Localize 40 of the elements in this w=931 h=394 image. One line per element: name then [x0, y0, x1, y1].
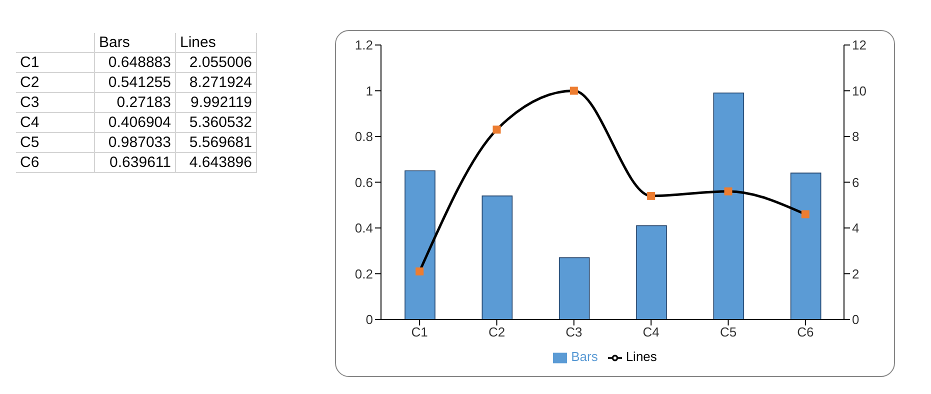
legend-label: Lines	[626, 349, 657, 364]
data-label: 8.271924	[176, 72, 256, 92]
y-tick-label: C4	[16, 112, 94, 132]
data-label: 5.569681	[176, 132, 256, 152]
y-tick-label: 0	[366, 312, 373, 328]
x-tick-label: C2	[488, 324, 506, 340]
data-label: 0.27183	[94, 92, 176, 112]
y-tick-label: 0.6	[354, 174, 373, 190]
y2-tick-label: 2	[852, 266, 860, 282]
y-tick-label: 1	[366, 83, 373, 98]
x-tick-label: C3	[566, 324, 582, 340]
x-tick-label: C4	[642, 324, 660, 340]
y2-tick-label: 6	[852, 174, 860, 190]
data-label: 0.648883	[94, 52, 176, 72]
legend-label: Bars	[571, 349, 598, 364]
y-tick-label: C3	[16, 92, 94, 112]
y-tick-label: C5	[16, 132, 94, 152]
x-tick-label: C5	[720, 324, 737, 340]
y2-tick-label: 0	[852, 312, 860, 328]
y-tick-label: 1.2	[354, 38, 373, 53]
data-label: 4.643896	[176, 152, 256, 172]
data-label: 0.541255	[94, 72, 176, 92]
data-label: 0.987033	[94, 132, 176, 152]
y-tick-label: 0.8	[354, 129, 373, 144]
data-label: 0.639611	[94, 152, 176, 172]
x-tick-label: C1	[411, 324, 428, 340]
y-tick-label: 0.2	[354, 266, 373, 282]
y2-tick-label: 8	[852, 129, 860, 144]
y2-tick-label: 12	[852, 38, 866, 53]
y-tick-label: C6	[16, 152, 94, 172]
data-label: 5.360532	[176, 112, 256, 132]
x-tick-label: C6	[797, 324, 814, 340]
y-tick-label: C2	[16, 72, 94, 92]
data-label: 0.406904	[94, 112, 176, 132]
y2-tick-label: 4	[852, 220, 860, 236]
data-label: 2.055006	[176, 52, 256, 72]
data-label: 9.992119	[176, 92, 256, 112]
y-tick-label: C1	[16, 52, 94, 72]
y-tick-label: 0.4	[354, 220, 373, 236]
y2-tick-label: 10	[852, 83, 866, 98]
